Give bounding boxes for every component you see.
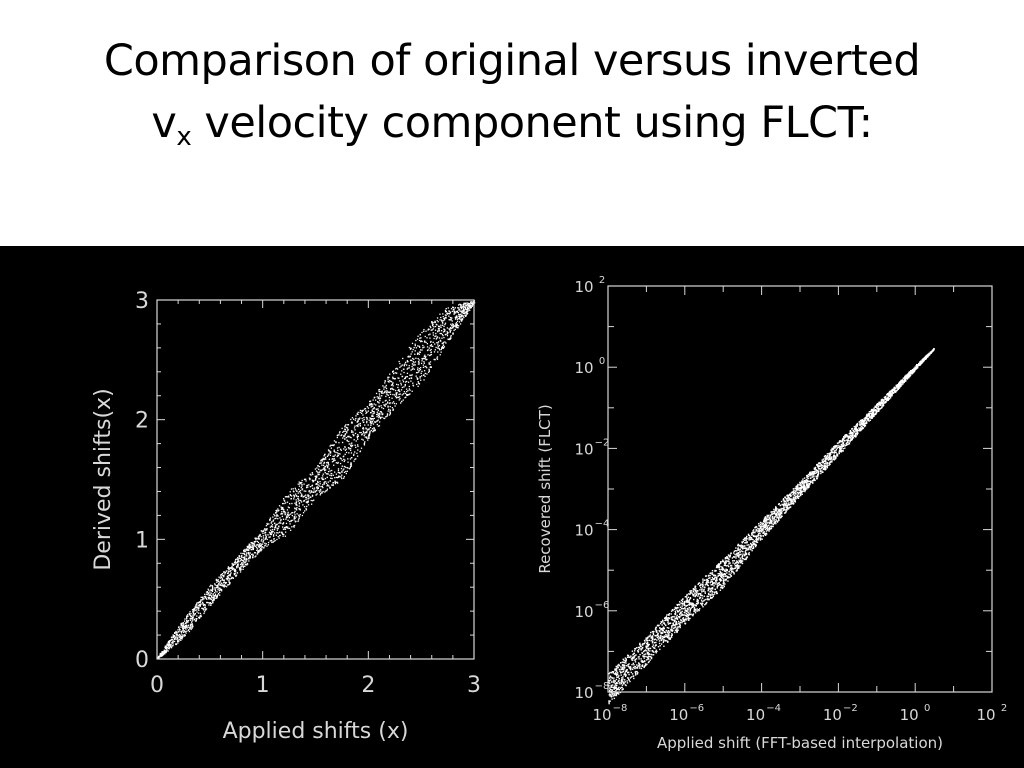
figure-panel: 0 1 2 3 0 1 2 3 Applied shifts (x) Derived shifts… xyxy=(0,246,1024,768)
y-tick-label: 2 xyxy=(135,409,149,434)
y-tick-label: 10 xyxy=(574,522,593,540)
y-tick-exponent: −4 xyxy=(595,519,610,530)
x-tick-label: 10 xyxy=(900,706,919,724)
y-axis-label: Derived shifts(x) xyxy=(91,388,116,570)
title-line-1: Comparison of original versus inverted xyxy=(103,36,921,86)
x-axis-label: Applied shift (FFT-based interpolation) xyxy=(657,734,943,752)
x-tick-label: 10 xyxy=(823,706,842,724)
y-tick-label: 1 xyxy=(135,528,149,553)
x-tick-label: 2 xyxy=(361,673,375,698)
title-line-2: vx velocity component using FLCT: xyxy=(0,92,1024,154)
x-tick-label: 10 xyxy=(669,706,688,724)
y-tick-label: 10 xyxy=(574,440,593,458)
title-v: v xyxy=(151,98,177,148)
x-tick-exponent: −4 xyxy=(766,703,781,714)
x-tick-exponent: −6 xyxy=(689,703,704,714)
y-tick-label: 10 xyxy=(574,278,593,296)
y-tick-label: 10 xyxy=(574,603,593,621)
x-axis-label: Applied shifts (x) xyxy=(223,719,409,744)
scatter-points xyxy=(157,300,476,660)
x-tick-label: 10 xyxy=(976,706,995,724)
linear-scatter-chart: 0 1 2 3 0 1 2 3 Applied shifts (x) Derived shifts… xyxy=(91,289,481,744)
scatter-points xyxy=(608,348,935,705)
x-tick-label: 1 xyxy=(256,673,270,698)
plot-frame xyxy=(156,299,475,660)
y-tick-exponent: −8 xyxy=(595,681,610,692)
y-tick-label: 3 xyxy=(135,289,149,314)
x-tick-label: 10 xyxy=(592,706,611,724)
x-tick-exponent: −2 xyxy=(843,703,858,714)
y-tick-exponent: −2 xyxy=(595,437,610,448)
x-tick-label: 10 xyxy=(746,706,765,724)
title-subscript-x: x xyxy=(176,122,192,152)
x-tick-label: 3 xyxy=(467,673,481,698)
log-scatter-chart: 10 −8 10 −6 10 −4 10 −2 10 0 10 210 −810 −610 −410 −210… xyxy=(536,275,1007,752)
y-tick-exponent: 0 xyxy=(599,356,605,367)
y-tick-label: 10 xyxy=(574,684,593,702)
y-tick-exponent: −6 xyxy=(595,600,610,611)
y-tick-label: 0 xyxy=(135,648,149,673)
x-tick-label: 0 xyxy=(150,673,164,698)
x-tick-exponent: 0 xyxy=(924,703,930,714)
y-tick-label: 10 xyxy=(574,359,593,377)
slide-title: Comparison of original versus inverted v… xyxy=(0,30,1024,154)
y-axis-label: Recovered shift (FLCT) xyxy=(536,404,554,573)
y-tick-exponent: 2 xyxy=(599,275,605,286)
x-tick-exponent: 2 xyxy=(1001,703,1007,714)
x-tick-exponent: −8 xyxy=(613,703,628,714)
title-line-2-rest: velocity component using FLCT: xyxy=(191,98,873,148)
